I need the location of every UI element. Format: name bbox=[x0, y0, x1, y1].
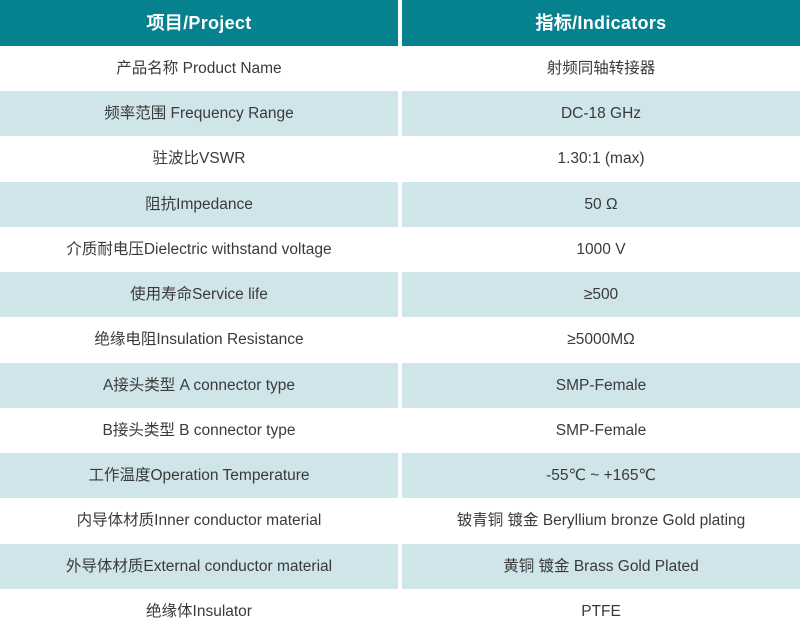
indicator-cell: 1000 V bbox=[402, 226, 800, 273]
indicator-cell: 50 Ω bbox=[402, 181, 800, 227]
project-cell: A接头类型 A connector type bbox=[0, 362, 402, 408]
indicator-cell: 黄铜 镀金 Brass Gold Plated bbox=[402, 543, 800, 589]
project-cell: 绝缘体Insulator bbox=[0, 588, 402, 634]
project-cell: 驻波比VSWR bbox=[0, 136, 402, 182]
project-cell: 工作温度Operation Temperature bbox=[0, 453, 402, 499]
table-row: 频率范围 Frequency Range DC-18 GHz bbox=[0, 91, 800, 137]
table-row: A接头类型 A connector type SMP-Female bbox=[0, 362, 800, 408]
table-row: 产品名称 Product Name 射频同轴转接器 bbox=[0, 46, 800, 92]
project-cell: 绝缘电阻Insulation Resistance bbox=[0, 317, 402, 363]
indicator-cell: 铍青铜 镀金 Beryllium bronze Gold plating bbox=[402, 498, 800, 544]
table-row: 内导体材质Inner conductor material 铍青铜 镀金 Bery… bbox=[0, 498, 800, 544]
table-row: 驻波比VSWR 1.30:1 (max) bbox=[0, 136, 800, 182]
project-cell: 产品名称 Product Name bbox=[0, 46, 402, 92]
indicator-cell: ≥5000MΩ bbox=[402, 317, 800, 363]
project-cell: B接头类型 B connector type bbox=[0, 407, 402, 454]
table-row: 阻抗Impedance 50 Ω bbox=[0, 181, 800, 227]
indicator-cell: SMP-Female bbox=[402, 362, 800, 408]
table-row: B接头类型 B connector type SMP-Female bbox=[0, 407, 800, 454]
table-row: 外导体材质External conductor material 黄铜 镀金 Br… bbox=[0, 543, 800, 589]
table-header-row: 项目/Project 指标/Indicators bbox=[0, 0, 800, 46]
table-row: 工作温度Operation Temperature -55℃ ~ +165℃ bbox=[0, 453, 800, 499]
project-cell: 阻抗Impedance bbox=[0, 181, 402, 227]
project-cell: 外导体材质External conductor material bbox=[0, 543, 402, 589]
indicator-cell: ≥500 bbox=[402, 272, 800, 318]
table-body: 产品名称 Product Name 射频同轴转接器 频率范围 Frequency R… bbox=[0, 46, 800, 634]
project-cell: 频率范围 Frequency Range bbox=[0, 91, 402, 137]
header-cell-indicators: 指标/Indicators bbox=[402, 0, 800, 46]
indicator-cell: SMP-Female bbox=[402, 407, 800, 454]
indicator-cell: PTFE bbox=[402, 588, 800, 634]
indicator-cell: DC-18 GHz bbox=[402, 91, 800, 137]
project-cell: 介质耐电压Dielectric withstand voltage bbox=[0, 226, 402, 273]
header-cell-project: 项目/Project bbox=[0, 0, 402, 46]
project-cell: 内导体材质Inner conductor material bbox=[0, 498, 402, 544]
table-row: 介质耐电压Dielectric withstand voltage 1000 V bbox=[0, 226, 800, 273]
indicator-cell: -55℃ ~ +165℃ bbox=[402, 453, 800, 499]
table-row: 绝缘电阻Insulation Resistance ≥5000MΩ bbox=[0, 317, 800, 363]
indicator-cell: 射频同轴转接器 bbox=[402, 46, 800, 92]
table-row: 绝缘体Insulator PTFE bbox=[0, 588, 800, 634]
table-row: 使用寿命Service life ≥500 bbox=[0, 272, 800, 318]
project-cell: 使用寿命Service life bbox=[0, 272, 402, 318]
indicator-cell: 1.30:1 (max) bbox=[402, 136, 800, 182]
